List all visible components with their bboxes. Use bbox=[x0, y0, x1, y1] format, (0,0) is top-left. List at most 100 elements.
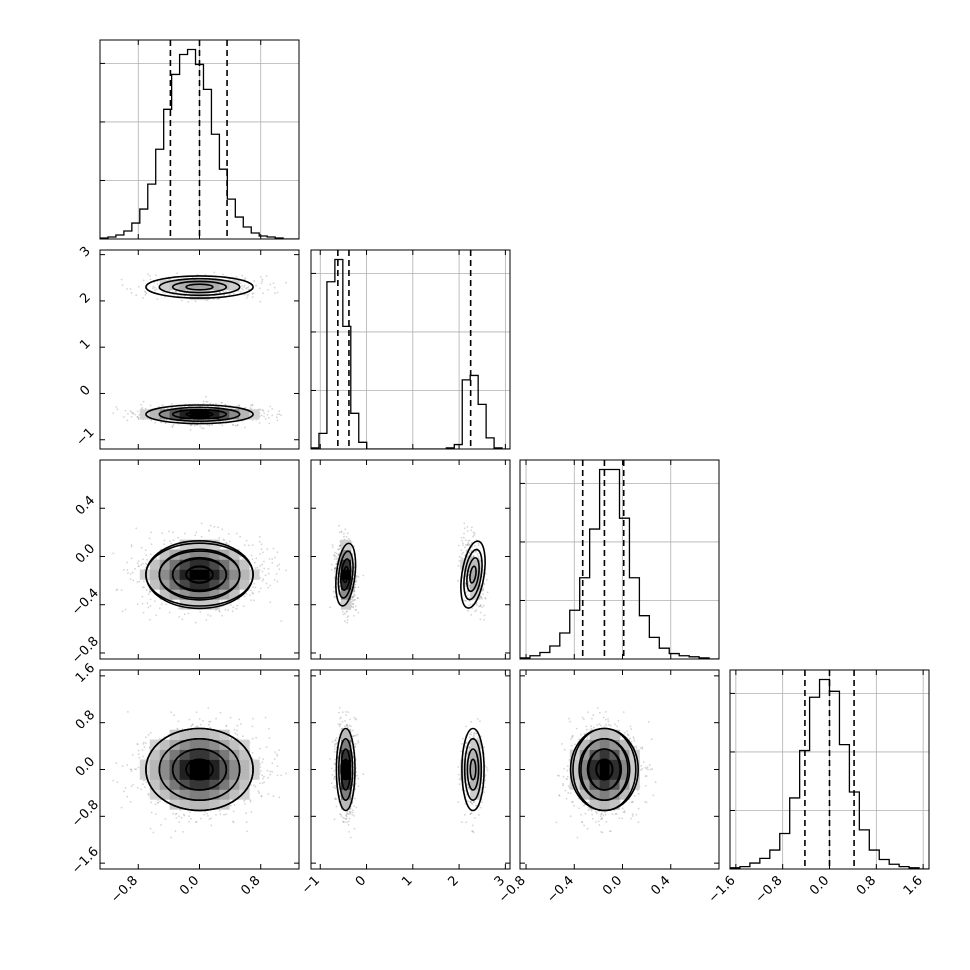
scatter-point bbox=[143, 746, 146, 748]
scatter-point bbox=[473, 534, 475, 537]
scatter-point bbox=[216, 298, 219, 300]
scatter-point bbox=[218, 610, 221, 613]
scatter-point bbox=[351, 603, 353, 605]
scatter-point bbox=[261, 278, 264, 281]
scatter-point bbox=[334, 567, 337, 570]
scatter-point bbox=[232, 424, 235, 426]
scatter-point bbox=[333, 558, 336, 560]
scatter-point bbox=[137, 417, 140, 419]
contour-line bbox=[463, 548, 483, 601]
scatter-point bbox=[466, 544, 469, 546]
scatter-point bbox=[145, 554, 148, 557]
density-cell bbox=[149, 579, 161, 590]
scatter-point bbox=[170, 542, 173, 545]
density-cell bbox=[139, 569, 151, 580]
scatter-point bbox=[150, 531, 153, 534]
scatter-point bbox=[329, 606, 331, 609]
scatter-point bbox=[167, 407, 170, 410]
scatter-point bbox=[242, 289, 245, 291]
scatter-point bbox=[486, 591, 489, 594]
density-cell bbox=[229, 279, 240, 291]
scatter-point bbox=[265, 582, 268, 585]
scatter-point bbox=[269, 405, 272, 408]
scatter-point bbox=[168, 278, 171, 281]
scatter-point bbox=[236, 604, 239, 607]
scatter-point bbox=[149, 605, 152, 607]
scatter-point bbox=[200, 522, 203, 525]
scatter-point bbox=[253, 280, 256, 282]
scatter-point bbox=[149, 275, 151, 277]
scatter-point bbox=[225, 542, 228, 545]
scatter-point bbox=[353, 594, 356, 596]
scatter-point bbox=[482, 604, 485, 607]
scatter-point bbox=[355, 609, 358, 611]
density-cell bbox=[159, 589, 170, 600]
scatter-point bbox=[163, 539, 166, 542]
scatter-point bbox=[238, 404, 240, 406]
scatter-point bbox=[353, 586, 356, 589]
scatter-point bbox=[471, 526, 473, 529]
scatter-point bbox=[261, 570, 264, 573]
scatter-point bbox=[353, 586, 356, 589]
y-tick-label: 1 bbox=[77, 336, 93, 352]
scatter-point bbox=[137, 753, 140, 756]
scatter-point bbox=[462, 542, 464, 545]
scatter-point bbox=[164, 818, 167, 820]
scatter-point bbox=[161, 532, 164, 535]
panel-frame bbox=[310, 459, 511, 660]
contour-line bbox=[185, 283, 214, 291]
scatter-point bbox=[338, 531, 341, 534]
scatter-point bbox=[126, 419, 129, 422]
scatter-point bbox=[163, 543, 166, 546]
scatter-point bbox=[263, 415, 265, 418]
density-cell bbox=[239, 579, 250, 590]
scatter-point bbox=[149, 591, 151, 593]
scatter-point bbox=[209, 524, 212, 527]
scatter-point bbox=[464, 585, 467, 587]
panel-content bbox=[100, 40, 299, 239]
scatter-point bbox=[143, 586, 145, 589]
scatter-point bbox=[131, 571, 134, 574]
scatter-point bbox=[171, 403, 173, 405]
scatter-point bbox=[175, 812, 178, 815]
density-cell bbox=[179, 549, 190, 560]
scatter-point bbox=[219, 711, 222, 714]
scatter-point bbox=[470, 550, 473, 552]
scatter-point bbox=[335, 558, 338, 560]
scatter-point bbox=[136, 415, 139, 418]
density-cell bbox=[199, 539, 210, 550]
scatter-point bbox=[146, 602, 149, 605]
scatter-point bbox=[232, 292, 235, 295]
scatter-point bbox=[190, 424, 193, 427]
scatter-point bbox=[245, 539, 248, 542]
scatter-point bbox=[337, 554, 340, 556]
scatter-point bbox=[171, 407, 173, 409]
scatter-point bbox=[235, 607, 238, 610]
scatter-point bbox=[209, 615, 212, 617]
scatter-point bbox=[136, 581, 139, 584]
scatter-point bbox=[221, 614, 224, 617]
scatter-point bbox=[467, 583, 470, 586]
scatter-point bbox=[280, 620, 283, 622]
scatter-point bbox=[340, 531, 343, 534]
scatter-point bbox=[168, 289, 170, 292]
scatter-point bbox=[136, 416, 139, 418]
scatter-point bbox=[465, 549, 468, 552]
scatter-point bbox=[484, 597, 487, 600]
scatter-point bbox=[346, 532, 349, 535]
scatter-point bbox=[236, 405, 239, 408]
scatter-point bbox=[263, 567, 266, 570]
scatter-point bbox=[259, 535, 261, 538]
scatter-point bbox=[276, 564, 279, 567]
scatter-point bbox=[335, 563, 338, 565]
scatter-point bbox=[142, 558, 145, 561]
scatter-point bbox=[275, 573, 278, 575]
scatter-point bbox=[225, 290, 228, 293]
scatter-point bbox=[483, 582, 485, 585]
scatter-point bbox=[261, 563, 264, 566]
scatter-point bbox=[353, 586, 356, 589]
density-cell bbox=[229, 409, 240, 420]
scatter-point bbox=[136, 410, 139, 413]
scatter-point bbox=[335, 552, 338, 555]
scatter-point bbox=[255, 284, 257, 287]
